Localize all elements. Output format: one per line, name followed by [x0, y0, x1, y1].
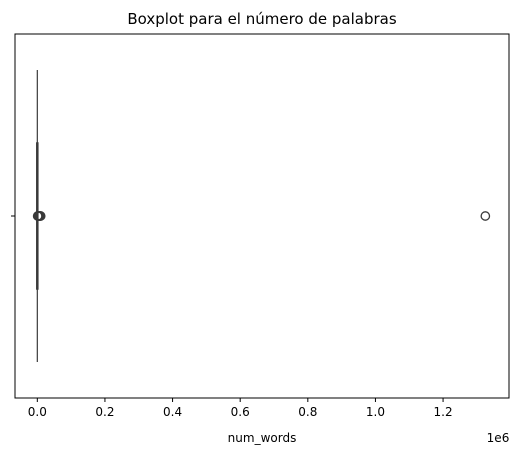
box-group [36, 70, 39, 362]
x-tick-label: 1.0 [366, 405, 385, 419]
x-axis-offset-text: 1e6 [487, 431, 510, 445]
outlier-points [32, 211, 491, 221]
x-tick-label: 1.2 [434, 405, 453, 419]
axes-frame [14, 33, 510, 399]
x-tick-label: 0.6 [231, 405, 250, 419]
x-tick-label: 0.4 [163, 405, 182, 419]
x-tick-label: 0.0 [28, 405, 47, 419]
chart-title: Boxplot para el número de palabras [127, 10, 397, 28]
x-tick-label: 0.2 [95, 405, 114, 419]
x-axis: 0.0 0.2 0.4 0.6 0.8 1.0 1.2 [28, 398, 453, 419]
x-axis-label: num_words [228, 431, 297, 445]
plot-area [11, 33, 510, 399]
x-tick-label: 0.8 [298, 405, 317, 419]
outlier-point [480, 211, 491, 221]
outlier-point [35, 211, 46, 221]
